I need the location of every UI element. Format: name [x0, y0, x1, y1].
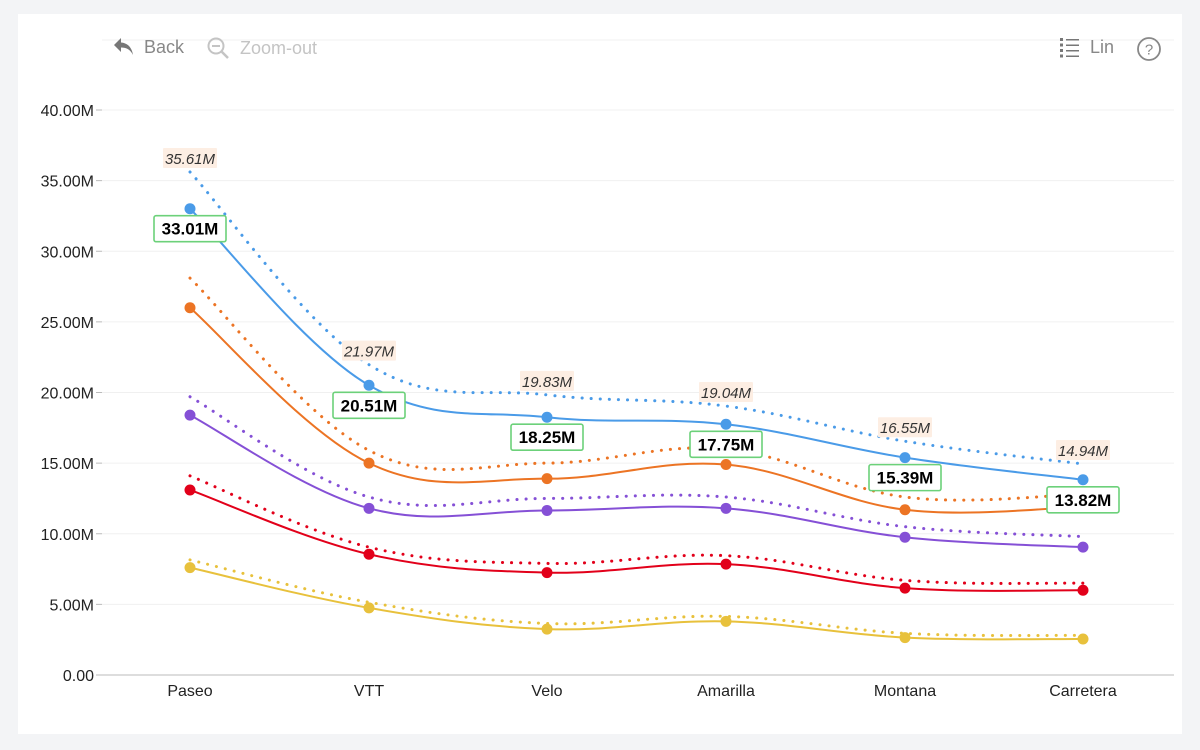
data-point: [363, 502, 375, 514]
data-point: [184, 302, 196, 314]
zoom-out-button[interactable]: Zoom-out: [206, 36, 317, 60]
x-tick-label: Carretera: [1049, 683, 1117, 700]
data-point: [184, 484, 196, 496]
data-value-label: 20.51M: [341, 396, 398, 415]
data-point: [720, 502, 732, 514]
data-point: [363, 457, 375, 469]
data-point: [541, 473, 553, 485]
x-tick-label: VTT: [354, 683, 384, 700]
data-point: [363, 602, 375, 614]
series-line: [189, 306, 1084, 514]
data-point: [184, 203, 196, 215]
data-point: [363, 548, 375, 560]
forecast-line: [188, 170, 1085, 466]
forecast-line: [188, 276, 1085, 502]
y-tick-label: 30.00M: [41, 244, 94, 261]
zoom-out-label: Zoom-out: [240, 37, 318, 58]
data-point: [541, 623, 553, 635]
y-tick-label: 15.00M: [41, 456, 94, 473]
forecast-label-bg: [699, 382, 753, 403]
value-label-box: [868, 463, 942, 492]
chart-toolbar: Back Zoom-out Lin: [18, 14, 1182, 74]
data-point: [899, 632, 911, 644]
data-point: [899, 531, 911, 543]
y-tick-label: 0.00: [63, 668, 94, 685]
help-icon: ?: [1137, 37, 1161, 61]
y-tick-label: 25.00M: [41, 315, 94, 332]
series-line: [189, 208, 1084, 481]
data-point: [899, 582, 911, 594]
value-label-box: [1046, 485, 1120, 514]
forecast-label-bg: [1056, 439, 1110, 460]
data-point: [363, 379, 375, 391]
data-point: [899, 504, 911, 516]
zoom-out-icon: [207, 37, 229, 59]
scale-toggle-button[interactable]: Lin: [1058, 36, 1114, 58]
forecast-value-label: 14.94M: [1058, 443, 1109, 460]
series-line: [189, 489, 1084, 592]
list-icon: [1060, 38, 1079, 58]
data-value-label: 33.01M: [162, 220, 219, 239]
data-point: [184, 409, 196, 421]
scale-toggle-label: Lin: [1090, 36, 1115, 57]
forecast-label-bg: [878, 417, 932, 438]
forecast-value-label: 19.04M: [701, 385, 752, 402]
back-button[interactable]: Back: [112, 36, 184, 58]
value-label-box: [153, 214, 227, 243]
data-point: [1077, 474, 1089, 486]
data-point: [720, 459, 732, 471]
forecast-value-label: 19.83M: [522, 374, 573, 391]
forecast-value-label: 16.55M: [880, 420, 931, 437]
x-tick-label: Amarilla: [697, 683, 755, 700]
x-tick-label: Velo: [531, 683, 562, 700]
value-label-box: [332, 391, 406, 420]
data-point: [720, 418, 732, 430]
data-value-label: 13.82M: [1055, 491, 1112, 510]
data-value-label: 15.39M: [877, 469, 934, 488]
forecast-value-label: 35.61M: [165, 151, 216, 168]
data-point: [1077, 633, 1089, 645]
y-tick-label: 10.00M: [41, 527, 94, 544]
help-button[interactable]: ?: [1136, 36, 1170, 62]
y-tick-label: 5.00M: [50, 597, 94, 614]
y-tick-label: 20.00M: [41, 386, 94, 403]
forecast-label-bg: [520, 370, 574, 391]
x-tick-label: Montana: [874, 683, 936, 700]
value-label-box: [510, 423, 584, 452]
series-line: [189, 414, 1084, 549]
data-point: [720, 615, 732, 627]
data-point: [184, 562, 196, 574]
back-label: Back: [144, 36, 185, 57]
data-point: [1077, 584, 1089, 596]
svg-text:?: ?: [1145, 42, 1153, 59]
line-chart[interactable]: 0.00 5.00M 10.00M 15.00M 20.00M 25.00M 30.00M 3…: [18, 14, 1182, 734]
data-point: [541, 567, 553, 579]
forecast-value-label: 21.97M: [343, 344, 395, 361]
forecast-line: [188, 558, 1085, 638]
back-arrow-icon: [114, 38, 133, 55]
series-line: [189, 566, 1084, 641]
data-point: [1077, 541, 1089, 553]
data-point: [541, 411, 553, 423]
forecast-line: [188, 474, 1085, 585]
x-tick-label: Paseo: [167, 683, 212, 700]
y-tick-label: 40.00M: [41, 103, 94, 120]
data-value-label: 18.25M: [519, 428, 576, 447]
value-label-box: [689, 430, 763, 459]
forecast-line: [188, 395, 1085, 539]
y-tick-label: 35.00M: [41, 174, 94, 191]
chart-panel: 0.00 5.00M 10.00M 15.00M 20.00M 25.00M 30.00M 3…: [18, 14, 1182, 734]
forecast-label-bg: [163, 148, 217, 169]
data-point: [720, 558, 732, 570]
data-point: [541, 504, 553, 516]
data-point: [899, 452, 911, 464]
forecast-label-bg: [342, 340, 396, 361]
data-value-label: 17.75M: [698, 435, 755, 454]
